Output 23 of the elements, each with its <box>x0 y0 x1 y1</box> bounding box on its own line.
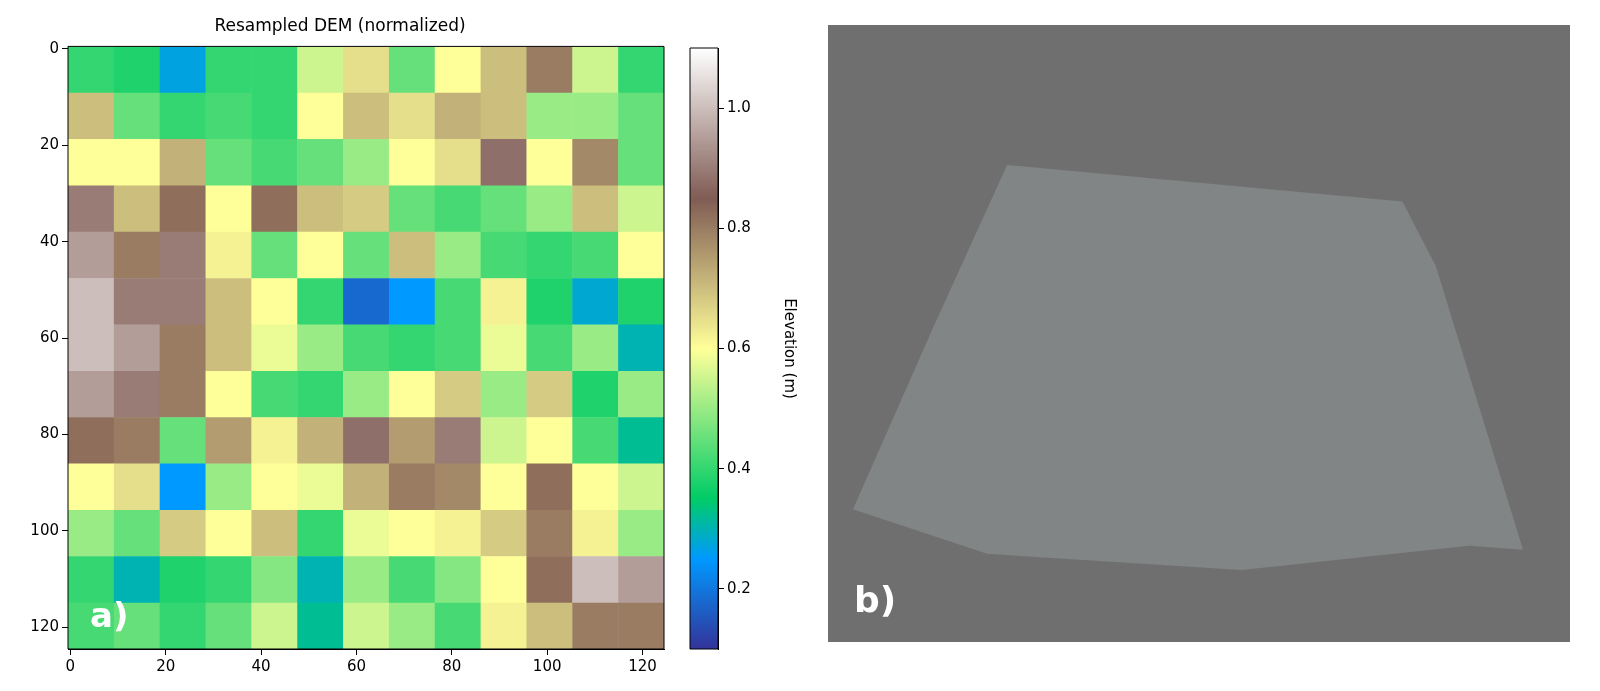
y-tick-label: 40 <box>39 231 59 250</box>
terrain-render-picture: b) <box>828 25 1570 642</box>
x-tick-label: 120 <box>628 656 657 675</box>
x-tick-label: 60 <box>346 656 367 675</box>
color-bar-title: Elevation (m) <box>781 298 800 399</box>
y-tick-label: 80 <box>39 424 59 443</box>
y-tick-label: 100 <box>30 520 59 539</box>
x-tick-label: 20 <box>156 656 176 675</box>
y-tick-label: 60 <box>39 327 59 346</box>
chart-title: Resampled DEM (normalized) <box>214 14 466 35</box>
x-tick-label: 40 <box>251 656 271 675</box>
color-bar-label: 0.2 <box>727 578 751 597</box>
y-tick-label: 20 <box>39 135 59 154</box>
color-bar-label: 0.8 <box>727 218 751 237</box>
x-tick-label: 0 <box>65 656 76 675</box>
x-tick-label: 100 <box>532 656 562 675</box>
color-bar-label: 0.6 <box>727 338 751 357</box>
color-bar-label: 0.4 <box>727 458 751 477</box>
y-tick-label: 0 <box>49 38 59 57</box>
annotation: a) <box>90 595 129 635</box>
x-tick-label: 80 <box>442 656 462 675</box>
y-tick-label: 120 <box>30 617 59 636</box>
color-bar-label: 1.0 <box>727 97 751 116</box>
